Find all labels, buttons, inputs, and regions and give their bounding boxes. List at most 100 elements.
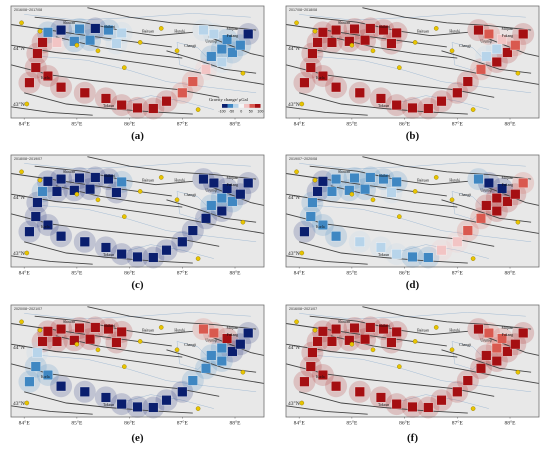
x-tick-label: 86°E: [399, 121, 411, 128]
gravity-station-marker: [42, 71, 53, 81]
event-marker: [294, 319, 299, 325]
gravity-station-marker: [161, 96, 172, 107]
event-marker: [195, 107, 201, 112]
map-svg: Shawan Shihezi Baituan Hutubi Urumqi Changji F…: [285, 5, 540, 128]
city-label: Shawan: [63, 320, 75, 324]
x-tick-label: 88°E: [229, 420, 241, 427]
gravity-station-marker: [85, 334, 96, 345]
gravity-station-marker: [354, 386, 365, 397]
city-label: Shihezi: [379, 324, 390, 328]
map-panel-d: Shawan Shihezi Baituan Hutubi Urumqi Changji F…: [280, 153, 545, 277]
map-frame: [285, 304, 540, 418]
legend-title: Gravity change/ μGal: [209, 97, 249, 102]
event-marker: [158, 26, 164, 31]
gravity-station-marker: [502, 346, 513, 357]
event-marker: [412, 189, 418, 194]
contour-line: [299, 13, 526, 21]
event-marker: [449, 197, 455, 203]
fault-line: [166, 199, 257, 223]
x-tick-label: 84°E: [294, 270, 306, 277]
gravity-station-marker: [483, 328, 494, 338]
gravity-station-marker: [90, 322, 101, 333]
event-marker: [122, 65, 127, 70]
city-label: Urumqi: [480, 39, 492, 43]
event-marker: [470, 406, 476, 411]
contour-line: [24, 312, 251, 320]
y-tick-label: 44°N: [288, 45, 300, 52]
legend-tick-label: 50: [249, 110, 253, 114]
gravity-station-marker: [481, 350, 492, 361]
city-label: Shawan: [63, 170, 75, 174]
panel-caption-c: (c): [131, 279, 144, 291]
gravity-station-marker: [386, 337, 397, 348]
gravity-station-marker: [30, 211, 41, 222]
contour-line: [314, 205, 532, 243]
gravity-station-marker: [208, 178, 219, 188]
city-label: Shawan: [338, 21, 350, 25]
city-label: Baituan: [417, 29, 429, 33]
gravity-station-marker: [360, 35, 371, 46]
gravity-station-marker: [37, 186, 48, 197]
gravity-station-marker: [56, 82, 67, 93]
x-tick-label: 88°E: [504, 420, 516, 427]
gravity-station-marker: [391, 27, 402, 38]
period-label: 2018/08~2019/07: [14, 157, 42, 161]
map-panel-b: Shawan Shihezi Baituan Hutubi Urumqi Changji F…: [280, 4, 545, 128]
gravity-station-marker: [326, 37, 337, 48]
gravity-station-marker: [365, 172, 376, 183]
event-marker: [74, 341, 80, 347]
gravity-station-marker: [378, 324, 389, 335]
event-marker: [470, 256, 476, 261]
gravity-station-marker: [317, 176, 328, 187]
city-label: Shihezi: [104, 174, 115, 178]
gravity-station-marker: [79, 236, 90, 247]
gravity-station-marker: [227, 196, 238, 207]
fault-line: [362, 7, 532, 31]
fault-line: [285, 255, 368, 265]
gravity-station-marker: [497, 333, 508, 344]
gravity-station-marker: [42, 220, 53, 230]
city-label: Shawan: [338, 320, 350, 324]
city-label: Shihezi: [104, 25, 115, 29]
gravity-station-marker: [30, 62, 41, 73]
event-marker: [312, 28, 318, 34]
gravity-station-marker: [243, 328, 254, 338]
gravity-station-marker: [37, 37, 48, 48]
y-tick-label: 43°N: [288, 400, 300, 407]
gravity-station-marker: [103, 25, 114, 36]
gravity-station-marker: [407, 401, 418, 412]
fault-line: [285, 405, 368, 415]
gravity-station-marker: [491, 57, 502, 67]
x-tick-label: 86°E: [124, 420, 136, 427]
city-label: Hutubi: [449, 328, 460, 332]
panel-caption-d: (d): [405, 279, 420, 291]
gravity-station-marker: [299, 226, 310, 237]
gravity-station-marker: [391, 399, 402, 410]
x-tick-label: 84°E: [19, 270, 31, 277]
city-label: Hutubi: [174, 29, 185, 33]
gravity-station-marker: [222, 34, 233, 45]
gravity-station-marker: [510, 189, 521, 200]
x-tick-label: 86°E: [399, 270, 411, 277]
gravity-station-marker: [216, 343, 227, 354]
map-svg: Shawan Shihezi Baituan Hutubi Urumqi Changji F…: [10, 154, 265, 277]
fault-line: [285, 106, 368, 116]
city-label: Miquan: [501, 27, 513, 31]
gravity-station-marker: [216, 356, 227, 366]
event-marker: [515, 219, 521, 225]
y-tick-label: 44°N: [288, 344, 300, 351]
gravity-station-marker: [331, 381, 342, 392]
map-svg: Shawan Shihezi Baituan Hutubi Urumqi Changji F…: [10, 304, 265, 427]
city-label: Korla: [41, 76, 50, 80]
gravity-station-marker: [476, 64, 486, 75]
event-marker: [95, 197, 101, 203]
gravity-station-marker: [243, 178, 254, 188]
fault-line: [10, 255, 93, 265]
event-marker: [95, 347, 101, 353]
gravity-station-marker: [148, 402, 159, 413]
gravity-station-marker: [378, 174, 389, 185]
event-marker: [433, 175, 439, 180]
city-label: Korla: [316, 225, 325, 229]
gravity-station-marker: [452, 386, 463, 397]
gravity-station-marker: [473, 174, 484, 185]
